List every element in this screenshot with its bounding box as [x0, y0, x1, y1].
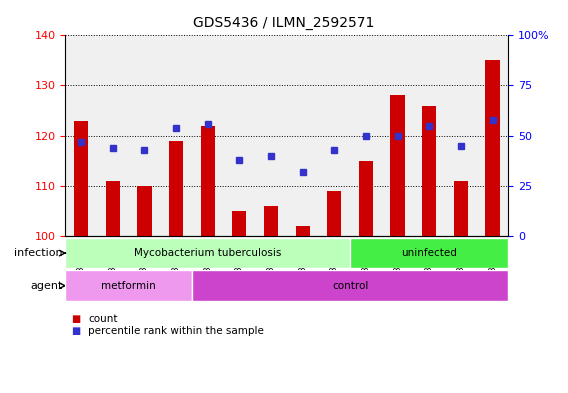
Text: Mycobacterium tuberculosis: Mycobacterium tuberculosis: [134, 248, 281, 258]
Bar: [390, 95, 405, 236]
Text: ■: ■: [71, 325, 80, 336]
Bar: [327, 191, 341, 236]
Text: agent: agent: [30, 281, 62, 291]
Text: uninfected: uninfected: [402, 248, 457, 258]
Bar: [137, 185, 152, 236]
Bar: [232, 211, 247, 236]
Text: GDS5436 / ILMN_2592571: GDS5436 / ILMN_2592571: [193, 16, 375, 30]
Bar: [422, 105, 436, 236]
Text: infection: infection: [14, 248, 62, 258]
Bar: [65, 270, 192, 301]
Bar: [192, 270, 508, 301]
Text: control: control: [332, 281, 368, 291]
Text: metformin: metformin: [101, 281, 156, 291]
Bar: [106, 181, 120, 236]
Bar: [74, 121, 88, 236]
Text: percentile rank within the sample: percentile rank within the sample: [88, 325, 264, 336]
Bar: [201, 125, 215, 236]
Bar: [350, 238, 508, 268]
Bar: [454, 181, 468, 236]
Bar: [486, 61, 500, 236]
Bar: [295, 226, 310, 236]
Text: count: count: [88, 314, 118, 324]
Bar: [169, 141, 183, 236]
Text: ■: ■: [71, 314, 80, 324]
Bar: [359, 161, 373, 236]
Bar: [65, 238, 350, 268]
Bar: [264, 206, 278, 236]
